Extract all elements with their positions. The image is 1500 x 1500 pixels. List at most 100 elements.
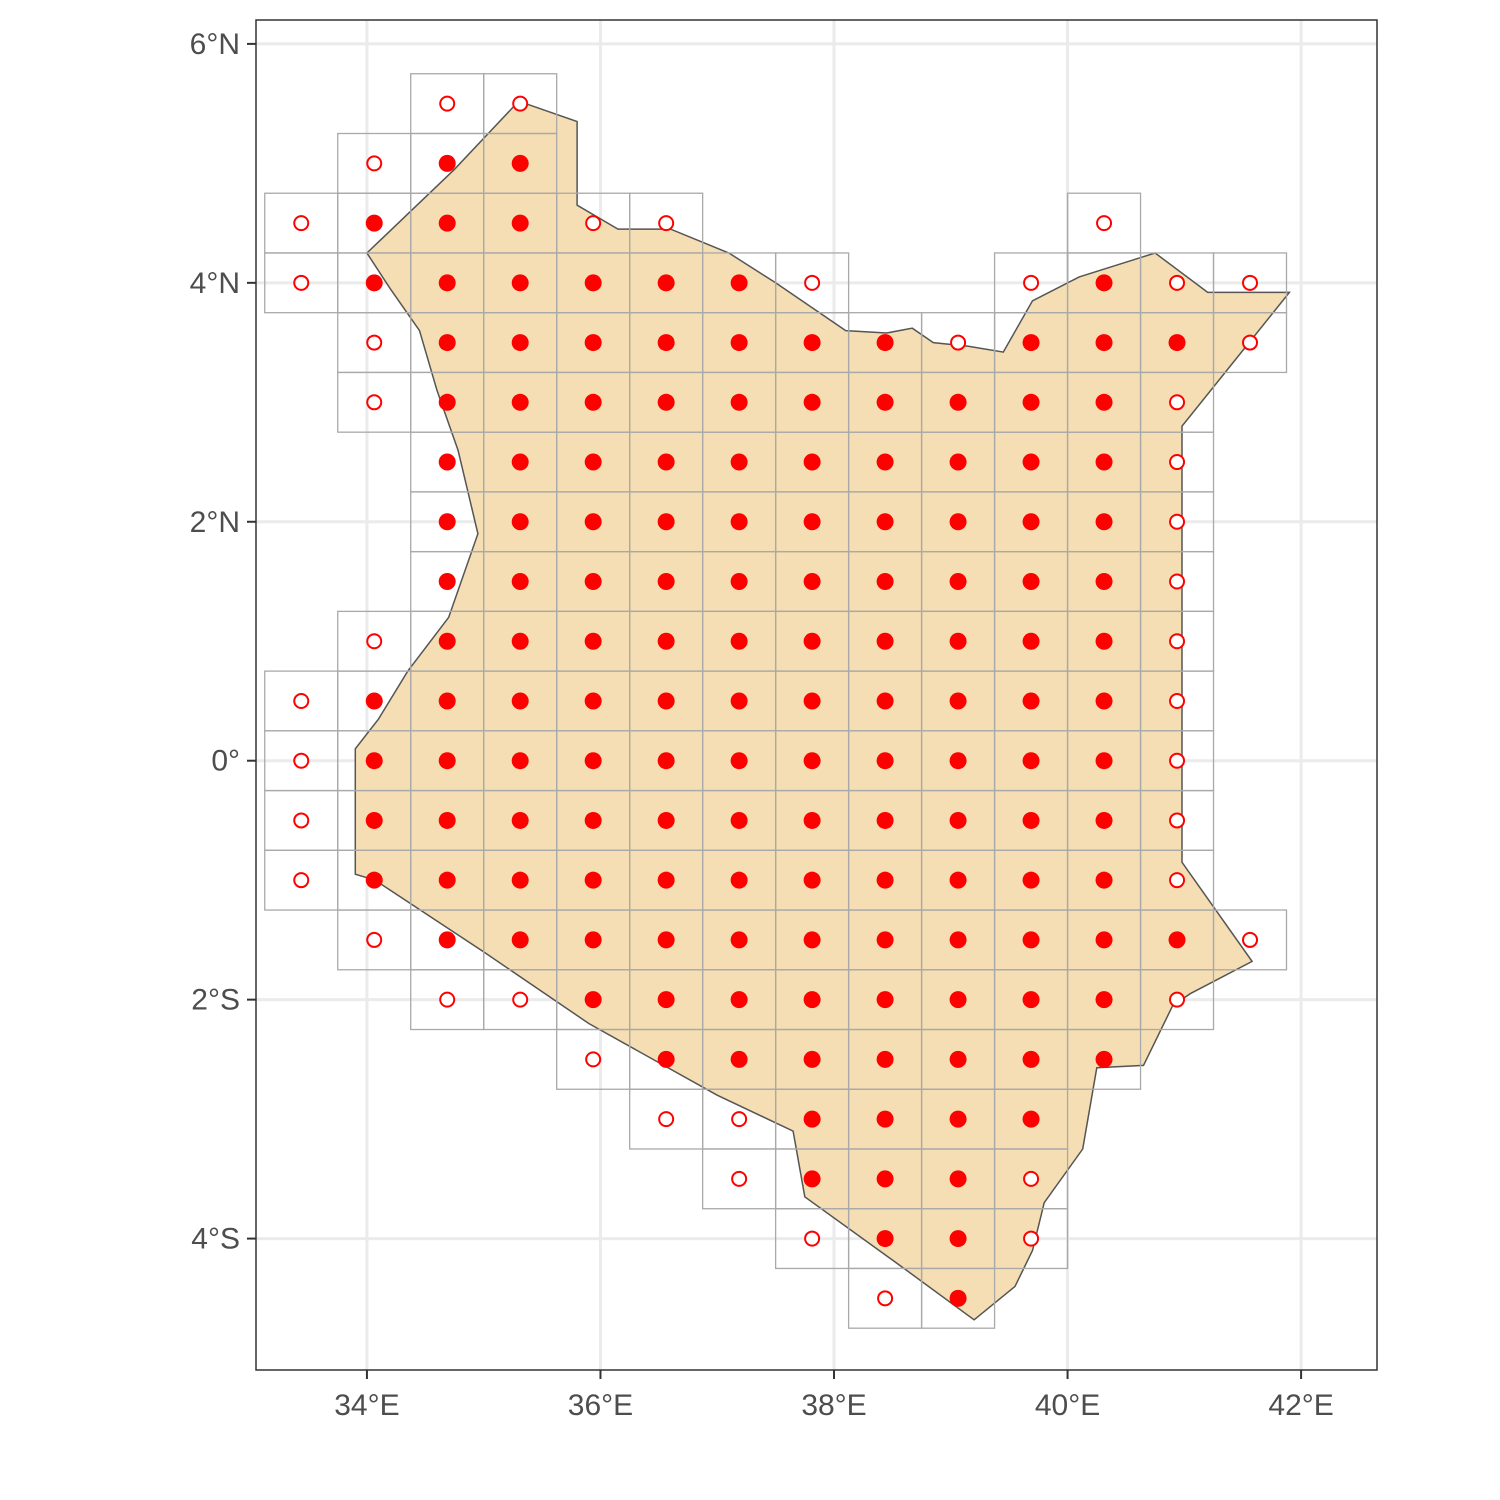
grid-cell-158	[1212, 909, 1288, 971]
filled-point-57	[1022, 453, 1040, 471]
open-point-189	[804, 1230, 821, 1247]
filled-point-61	[511, 513, 529, 531]
filled-point-52	[657, 453, 675, 471]
filled-point-35	[1168, 334, 1186, 352]
filled-point-3	[438, 154, 456, 172]
filled-point-174	[876, 1050, 894, 1068]
filled-point-13	[365, 274, 383, 292]
filled-point-121	[365, 811, 383, 829]
filled-point-185	[803, 1170, 821, 1188]
filled-point-182	[949, 1110, 967, 1128]
filled-point-103	[949, 692, 967, 710]
filled-point-181	[876, 1110, 894, 1128]
filled-point-27	[584, 334, 602, 352]
filled-point-131	[1095, 811, 1113, 829]
filled-point-31	[876, 334, 894, 352]
open-point-158	[1242, 931, 1259, 948]
filled-point-96	[438, 692, 456, 710]
filled-point-155	[1022, 931, 1040, 949]
open-point-94	[293, 692, 310, 709]
open-point-12	[293, 274, 310, 291]
filled-point-98	[584, 692, 602, 710]
filled-point-183	[1022, 1110, 1040, 1128]
filled-point-85	[584, 632, 602, 650]
open-point-59	[1169, 454, 1186, 471]
filled-point-135	[438, 871, 456, 889]
filled-point-173	[803, 1050, 821, 1068]
y-tick-label-1: 4°N	[190, 267, 240, 300]
filled-point-53	[730, 453, 748, 471]
filled-point-83	[438, 632, 456, 650]
grid-cell-192	[993, 1208, 1069, 1270]
x-tick-label-4: 42°E	[1268, 1389, 1333, 1422]
filled-point-7	[438, 214, 456, 232]
axes: 34°E 36°E 38°E 40°E 42°E 6°N 4°N 2°N 0° 2°S 4°S	[190, 28, 1334, 1422]
filled-point-63	[657, 513, 675, 531]
filled-point-143	[1022, 871, 1040, 889]
filled-point-138	[657, 871, 675, 889]
open-point-1	[512, 95, 529, 112]
filled-point-157	[1168, 931, 1186, 949]
filled-point-47	[1095, 393, 1113, 411]
filled-point-144	[1095, 871, 1113, 889]
filled-point-18	[730, 274, 748, 292]
grid-points	[293, 95, 1259, 1307]
filled-point-154	[949, 931, 967, 949]
filled-point-67	[949, 513, 967, 531]
filled-point-69	[1095, 513, 1113, 531]
open-point-145	[1169, 872, 1186, 889]
filled-point-68	[1022, 513, 1040, 531]
open-point-179	[731, 1111, 748, 1128]
filled-point-102	[876, 692, 894, 710]
open-point-107	[293, 752, 310, 769]
filled-point-163	[730, 991, 748, 1009]
filled-point-45	[949, 393, 967, 411]
filled-point-128	[876, 811, 894, 829]
filled-point-141	[876, 871, 894, 889]
filled-point-114	[803, 752, 821, 770]
filled-point-97	[511, 692, 529, 710]
y-tick-label-4: 2°S	[191, 984, 240, 1017]
filled-point-41	[657, 393, 675, 411]
open-point-133	[293, 872, 310, 889]
filled-point-101	[803, 692, 821, 710]
open-point-19	[804, 274, 821, 291]
filled-point-77	[876, 573, 894, 591]
filled-point-142	[949, 871, 967, 889]
filled-point-17	[657, 274, 675, 292]
open-point-5	[293, 215, 310, 232]
open-point-178	[658, 1111, 675, 1128]
filled-point-40	[584, 393, 602, 411]
filled-point-116	[949, 752, 967, 770]
open-point-23	[1242, 274, 1259, 291]
filled-point-153	[876, 931, 894, 949]
filled-point-161	[584, 991, 602, 1009]
filled-point-91	[1022, 632, 1040, 650]
filled-point-72	[511, 573, 529, 591]
filled-point-152	[803, 931, 821, 949]
open-point-193	[877, 1290, 894, 1307]
filled-point-95	[365, 692, 383, 710]
filled-point-149	[584, 931, 602, 949]
filled-point-64	[730, 513, 748, 531]
filled-point-50	[511, 453, 529, 471]
filled-point-151	[730, 931, 748, 949]
filled-point-54	[803, 453, 821, 471]
filled-point-99	[657, 692, 675, 710]
filled-point-122	[438, 811, 456, 829]
open-point-169	[1169, 991, 1186, 1008]
open-point-20	[1023, 274, 1040, 291]
filled-point-43	[803, 393, 821, 411]
filled-point-80	[1095, 573, 1113, 591]
open-point-11	[1096, 215, 1113, 232]
filled-point-15	[511, 274, 529, 292]
filled-point-4	[511, 154, 529, 172]
filled-point-46	[1022, 393, 1040, 411]
filled-point-118	[1095, 752, 1113, 770]
filled-point-55	[876, 453, 894, 471]
open-point-106	[1169, 692, 1186, 709]
filled-point-89	[876, 632, 894, 650]
filled-point-21	[1095, 274, 1113, 292]
filled-point-130	[1022, 811, 1040, 829]
filled-point-162	[657, 991, 675, 1009]
